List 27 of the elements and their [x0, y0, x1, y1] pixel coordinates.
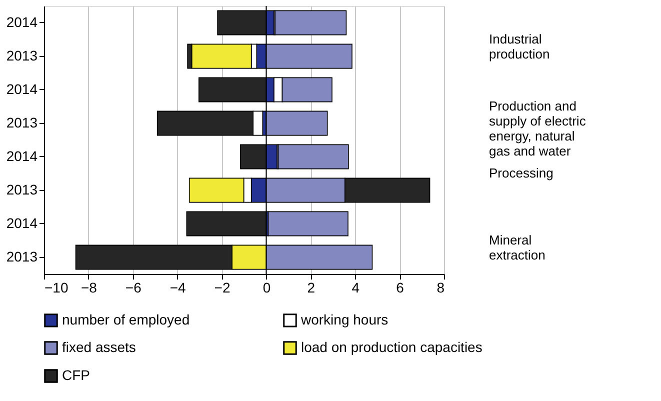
x-tick-label: 2 — [307, 280, 316, 296]
legend-label: fixed assets — [62, 339, 136, 355]
x-tick-label: 8 — [436, 280, 445, 296]
legend-label: load on production capacities — [301, 339, 482, 355]
text: Industrial production — [489, 32, 550, 62]
text: Processing — [489, 166, 554, 180]
legend-label: working hours — [300, 311, 388, 328]
y-tick-label: 2013 — [6, 47, 38, 64]
y-tick-label: 2014 — [6, 80, 38, 97]
x-tick-label: 6 — [396, 280, 404, 296]
text: Production and supply of electric energy, natural gas and water — [489, 98, 586, 158]
x-tick-label: −2 — [214, 280, 230, 296]
legend-label: number of employed — [62, 311, 190, 328]
x-tick-label: −6 — [125, 280, 142, 296]
x-tick-label: −8 — [80, 280, 98, 296]
x-tick-label: −10 — [44, 280, 68, 296]
x-tick-label: 0 — [262, 280, 271, 296]
y-tick-label: 2013 — [6, 181, 38, 198]
y-tick-label: 2014 — [6, 214, 38, 231]
text: Mineral extraction — [489, 232, 546, 262]
y-tick-label: 2014 — [6, 14, 38, 30]
legend-label: CFP — [62, 367, 90, 383]
x-tick-label: −4 — [170, 280, 186, 296]
x-tick-label: 4 — [352, 280, 360, 296]
y-tick-label: 2013 — [6, 114, 38, 130]
y-tick-label: 2013 — [6, 248, 38, 264]
y-tick-label: 2014 — [6, 148, 38, 164]
